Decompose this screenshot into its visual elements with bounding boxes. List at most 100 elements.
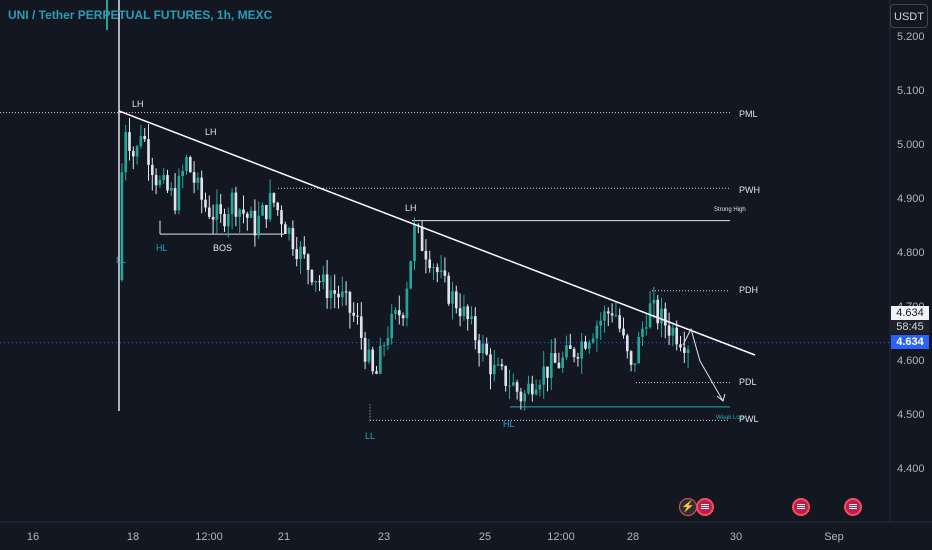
candle-body [470,316,473,320]
candle-body [215,204,219,220]
candle-body [679,344,682,348]
lh-label: LH [132,99,144,109]
candle-body [257,215,261,236]
candle-body [599,320,603,326]
ll-label: LL [365,431,376,441]
hl-label: HL [503,419,515,429]
x-tick-label: 18 [126,531,140,543]
last-price-label: 4.634 [891,306,929,320]
candle-body [207,207,211,217]
candle-body [173,188,177,211]
candle-body [428,259,432,269]
candle-body [663,308,667,326]
candle-body [435,267,439,273]
candle-body [618,315,622,329]
candle-body [595,325,599,339]
candle-body [542,366,546,385]
candle-body [382,345,386,347]
candle-body [614,315,618,317]
candle-body [641,328,644,337]
lightning-icon[interactable]: ⚡ [679,498,697,516]
axis-price-label: 4.634 [891,335,929,349]
candle-body [568,345,572,349]
candle-body [131,150,135,157]
pml-label: PML [739,109,758,119]
us-flag-icon[interactable] [696,498,714,516]
candle-body [238,209,242,217]
candle-body [508,385,511,387]
candle-body [534,389,538,395]
candle-body [318,281,321,283]
candle-body [466,306,470,320]
candle-body [211,216,215,220]
candle-body [451,291,454,304]
candle-body [644,327,648,329]
candle-body [671,327,675,336]
candle-body [420,226,424,251]
candle-body [584,341,587,349]
candle-body [150,164,154,176]
candle-body [637,336,641,364]
candle-body [348,291,352,313]
x-tick-label: 28 [626,531,640,543]
candle-body [523,393,527,402]
pdh-label: PDH [739,285,759,295]
candle-body [162,175,166,180]
y-tick-label: 4.400 [897,463,925,475]
candle-body [530,383,534,395]
candle-body [378,345,382,374]
candle-body [230,192,234,214]
candle-body [337,293,340,298]
candle-body [409,261,413,289]
y-tick-label: 5.200 [897,31,925,43]
candle-body [447,275,451,304]
pwl-label: PWL [739,414,759,424]
us-flag-icon[interactable] [844,498,862,516]
candle-body [261,205,264,216]
x-tick-label: 25 [478,531,492,543]
weak-low-label: Weak Low [716,415,744,421]
x-tick-label: Sep [824,531,844,543]
candle-body [234,192,238,217]
x-tick-label: 12:00 [195,531,223,543]
candle-body [325,274,329,299]
candle-body [580,341,584,359]
candle-body [652,299,656,304]
candle-body [302,246,306,255]
candle-body [344,291,348,293]
candle-body [462,306,466,317]
x-tick-label: 30 [729,531,743,543]
candle-body [439,270,443,273]
candle-body [264,205,268,220]
candle-body [481,343,485,354]
y-tick-label: 4.500 [897,409,925,421]
currency-button[interactable]: USDT [890,4,928,28]
candle-body [546,366,549,378]
symbol-title[interactable]: UNI / Tether PERPETUAL FUTURES, 1h, MEXC [8,8,273,22]
hl-label: HL [156,243,168,253]
candle-body [629,351,633,365]
x-tick-label: 21 [277,531,291,543]
candle-body [405,288,409,319]
us-flag-icon[interactable] [792,498,810,516]
descending-trendline [118,110,756,356]
candle-body [128,132,131,151]
strong-high-label: Strong High [714,207,746,213]
candle-body [625,335,629,352]
candle-body [667,325,671,336]
candle-body [538,384,542,390]
x-tick-label: 23 [377,531,391,543]
candle-body [158,179,162,186]
pwh-label: PWH [739,185,760,195]
candle-body [565,345,568,358]
candle-body [367,349,371,362]
candle-body [394,310,397,314]
candle-body [287,228,291,235]
y-tick-label: 5.000 [897,139,925,151]
candle-body [169,188,173,191]
candle-body [587,342,591,349]
candle-body [181,171,185,177]
y-tick-label: 4.900 [897,193,925,205]
